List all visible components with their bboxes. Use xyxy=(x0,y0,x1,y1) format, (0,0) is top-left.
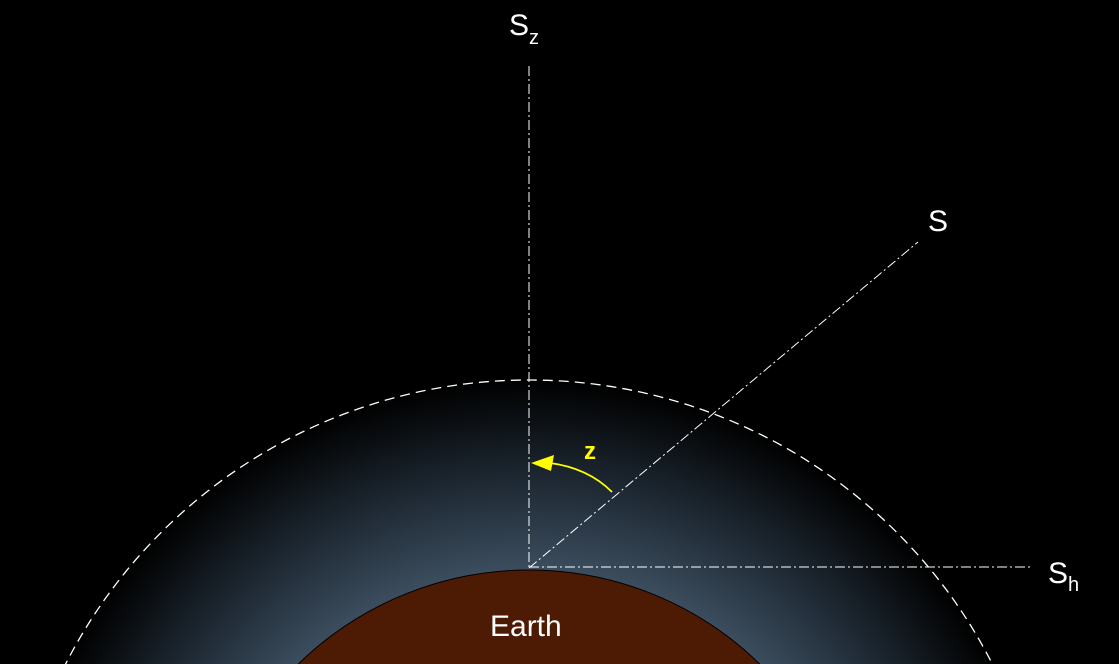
zenith-angle-arc xyxy=(549,462,613,493)
arrow-head-icon xyxy=(531,455,554,471)
angle-label: z xyxy=(584,438,596,465)
zenith-label: Sz xyxy=(509,9,539,49)
horizon-label: Sh xyxy=(1048,557,1079,596)
earth-body xyxy=(297,569,761,664)
star-label: S xyxy=(928,205,948,238)
star-line xyxy=(528,241,919,569)
earth-label: Earth xyxy=(490,610,562,643)
